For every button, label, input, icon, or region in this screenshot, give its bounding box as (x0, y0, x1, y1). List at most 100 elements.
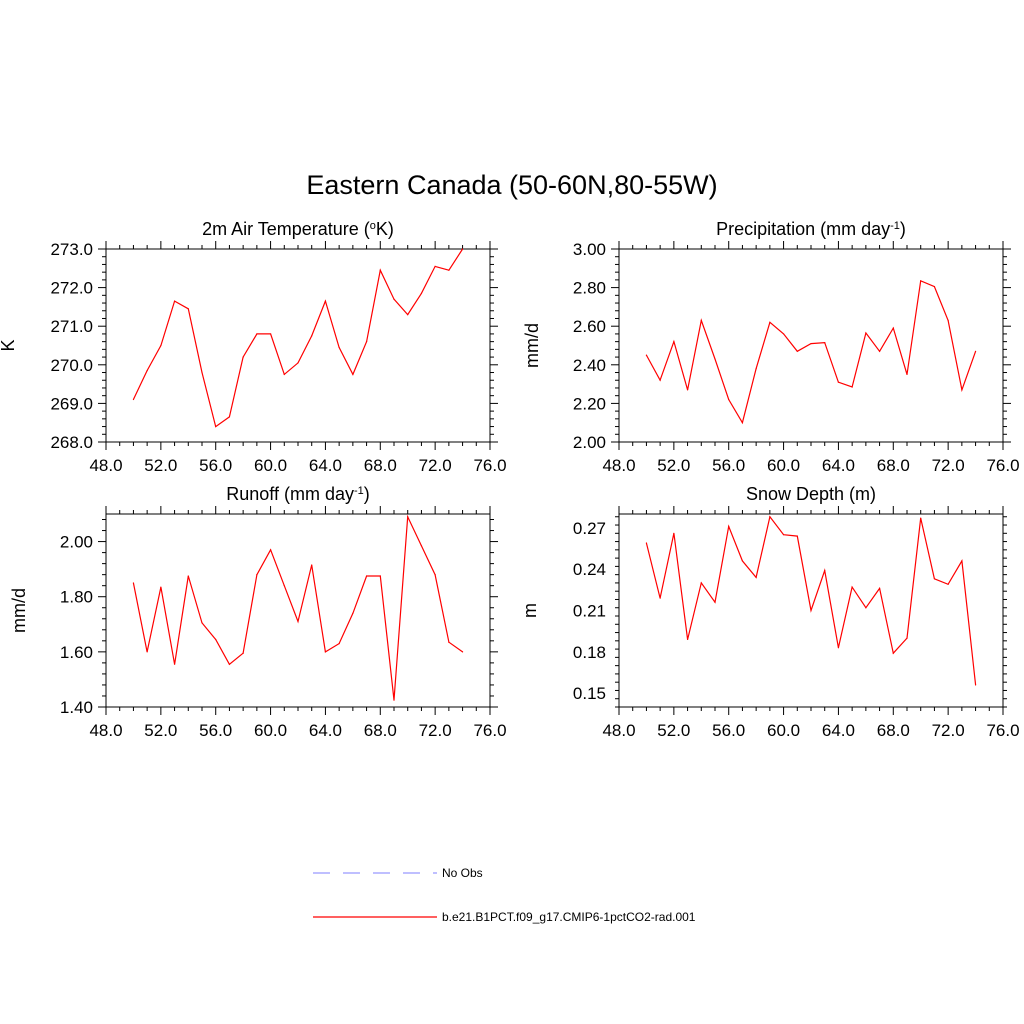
data-point (961, 560, 963, 562)
x-tick-label: 68.0 (877, 721, 910, 740)
data-point (837, 381, 840, 383)
data-point (311, 335, 313, 337)
data-point (837, 647, 840, 649)
x-tick-label: 72.0 (932, 721, 965, 740)
data-point (686, 389, 689, 391)
data-point (132, 398, 135, 401)
x-tick-label: 64.0 (309, 456, 342, 475)
x-tick-label: 60.0 (767, 456, 800, 475)
data-point (796, 535, 798, 537)
x-tick-label: 56.0 (199, 721, 232, 740)
data-point (865, 332, 867, 334)
legend: No Obs b.e21.B1PCT.f09_g17.CMIP6-1pctCO2-… (313, 866, 696, 924)
data-point (338, 346, 340, 349)
x-tick-label: 64.0 (309, 721, 342, 740)
data-point (686, 638, 689, 641)
data-point (379, 575, 381, 577)
series-line (645, 515, 977, 685)
y-tick-label: 1.80 (60, 588, 93, 607)
y-tick-label: 268.0 (50, 433, 93, 452)
data-point (673, 532, 675, 534)
x-tick-label: 56.0 (712, 721, 745, 740)
panel-1: 48.0 52.0 56.0 60.0 64.0 68.0 72.0 76.0 268.0 269… (0, 219, 507, 475)
data-point (728, 398, 730, 401)
data-point (420, 292, 423, 294)
y-tick-label: 3.00 (573, 240, 606, 259)
data-point (283, 373, 285, 376)
panel-title: Runoff (mm day-1) (226, 484, 370, 504)
data-point (201, 371, 203, 374)
y-tick-label: 272.0 (50, 279, 93, 298)
data-point (824, 569, 826, 572)
data-point (700, 319, 702, 322)
data-point (645, 354, 648, 356)
data-point (242, 652, 244, 654)
y-axis-label: mm/d (522, 323, 542, 368)
data-point (714, 601, 716, 603)
data-point (365, 341, 368, 343)
series-line (132, 248, 464, 428)
y-tick-label: 0.21 (573, 602, 606, 621)
data-point (269, 549, 272, 551)
data-point (878, 350, 881, 352)
x-tick-label: 60.0 (767, 721, 800, 740)
x-tick-label: 48.0 (89, 456, 122, 475)
data-point (228, 663, 231, 665)
x-tick-label: 60.0 (254, 721, 287, 740)
data-point (782, 333, 785, 335)
data-point (933, 286, 936, 288)
data-point (659, 597, 661, 599)
data-point (673, 341, 675, 343)
x-tick-label: 68.0 (877, 456, 910, 475)
data-point (906, 373, 908, 376)
data-point (324, 300, 327, 302)
x-tick-label: 56.0 (712, 456, 745, 475)
y-tick-label: 271.0 (50, 317, 93, 336)
data-point (173, 300, 176, 302)
x-tick-label: 52.0 (657, 721, 690, 740)
data-point (338, 642, 340, 645)
series-line (645, 279, 977, 425)
data-point (173, 663, 176, 665)
x-tick-label: 52.0 (144, 456, 177, 475)
data-point (892, 652, 894, 654)
y-tick-label: 2.80 (573, 279, 606, 298)
panel-title: Snow Depth (m) (746, 484, 876, 504)
data-point (393, 699, 395, 701)
x-tick-label: 48.0 (602, 721, 635, 740)
data-point (420, 545, 423, 547)
y-tick-label: 2.00 (60, 533, 93, 552)
data-point (892, 327, 894, 329)
data-point (146, 651, 148, 653)
data-point (215, 425, 217, 428)
data-point (769, 516, 771, 518)
data-point (824, 342, 826, 344)
x-tick-label: 68.0 (364, 456, 397, 475)
y-tick-label: 269.0 (50, 394, 93, 413)
data-point (755, 368, 757, 370)
data-point (700, 582, 702, 584)
y-tick-label: 0.18 (573, 643, 606, 662)
data-point (851, 586, 853, 588)
data-point (146, 369, 148, 372)
y-tick-label: 273.0 (50, 240, 93, 259)
y-tick-label: 2.60 (573, 317, 606, 336)
x-tick-label: 72.0 (932, 456, 965, 475)
data-point (947, 583, 949, 585)
x-tick-label: 48.0 (602, 456, 635, 475)
plot-frame (618, 248, 1004, 443)
x-tick-label: 76.0 (473, 456, 506, 475)
data-point (407, 516, 409, 518)
x-tick-label: 52.0 (144, 721, 177, 740)
y-axis-label: m (520, 603, 540, 618)
data-point (769, 321, 771, 323)
data-point (961, 389, 963, 391)
data-point (810, 342, 812, 345)
panel-3: 48.0 52.0 56.0 60.0 64.0 68.0 72.0 76.0 1.40 1.60… (9, 484, 507, 740)
data-point (659, 379, 661, 381)
data-point (352, 373, 354, 376)
y-axis-label: K (0, 339, 18, 351)
data-point (741, 422, 744, 424)
y-tick-label: 270.0 (50, 356, 93, 375)
